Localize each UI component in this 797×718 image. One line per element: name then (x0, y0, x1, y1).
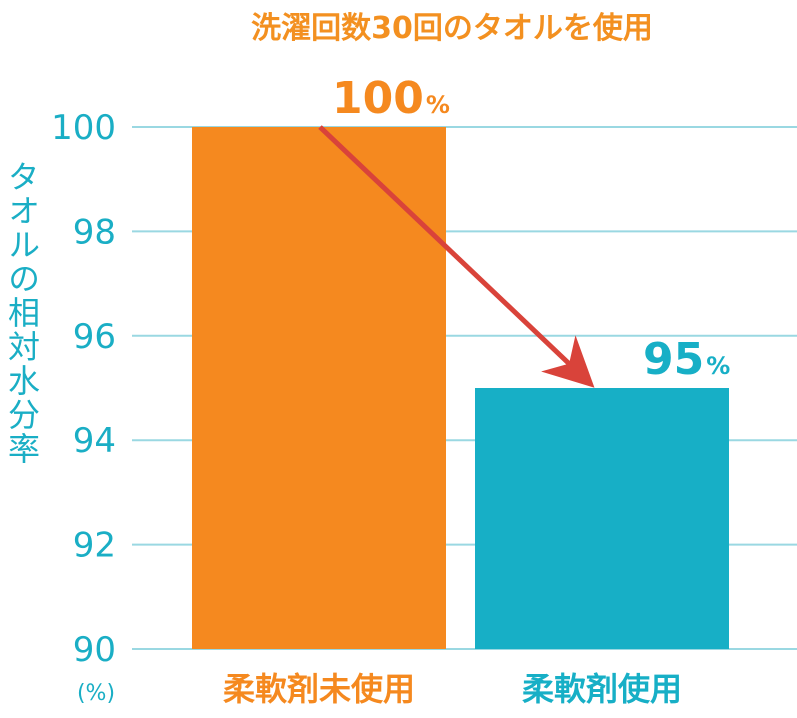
category-label-1: 柔軟剤未使用 (223, 670, 415, 708)
y-tick-label: 96 (73, 317, 116, 357)
y-tick-label: 90 (73, 630, 116, 670)
y-axis-unit: (%) (77, 681, 115, 706)
y-axis-label: タオルの相対水分率 (3, 160, 41, 466)
y-tick-label: 92 (73, 526, 116, 566)
value-unit: % (706, 352, 730, 380)
trend-arrow (318, 125, 595, 388)
bar-1 (192, 127, 446, 649)
category-label-2: 柔軟剤使用 (522, 670, 682, 708)
value-labels: 100%95% (332, 73, 730, 385)
value-number: 100 (332, 73, 424, 124)
value-number: 95 (643, 334, 704, 385)
y-tick-label: 94 (73, 421, 116, 461)
bars (192, 127, 729, 649)
value-label-2: 95% (643, 334, 730, 385)
bar-2 (475, 388, 729, 649)
category-labels: 柔軟剤未使用 柔軟剤使用 (223, 670, 682, 708)
value-label-1: 100% (332, 73, 450, 124)
y-tick-label: 98 (73, 212, 116, 252)
value-unit: % (426, 91, 450, 119)
chart-title: 洗濯回数30回のタオルを使用 (251, 11, 653, 46)
y-axis-ticks: 90 92 94 96 98 100 (51, 108, 116, 670)
y-tick-label: 100 (51, 108, 116, 148)
